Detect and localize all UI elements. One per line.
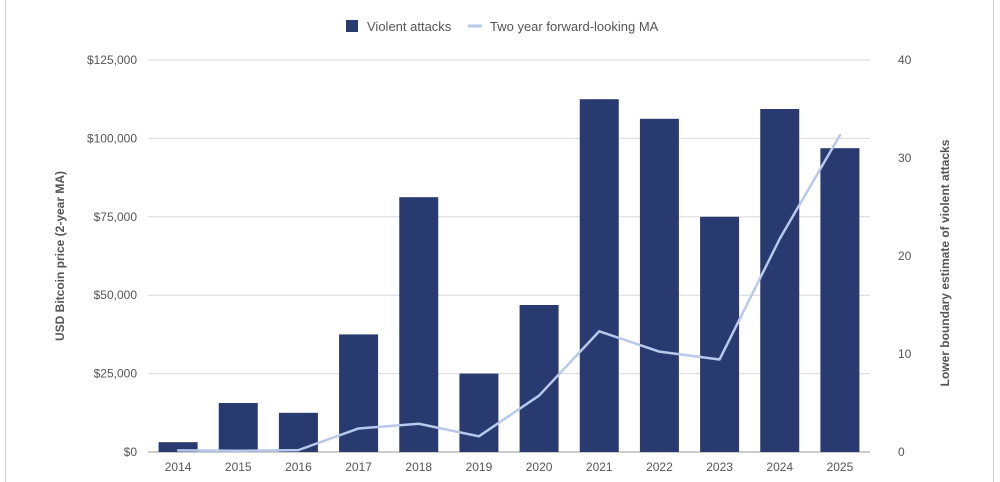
- bar-2014: [158, 442, 198, 452]
- frame-left-edge: [5, 0, 6, 482]
- line-series: [176, 134, 842, 452]
- bar-2021: [579, 99, 619, 452]
- legend-label-ma: Two year forward-looking MA: [490, 19, 659, 34]
- left-tick-0: $0: [124, 445, 138, 459]
- x-tick-2020: 2020: [526, 460, 553, 474]
- gridlines: [148, 59, 870, 453]
- x-tick-2019: 2019: [466, 460, 493, 474]
- left-axis-title: USD Bitcoin price (2-year MA): [53, 171, 67, 341]
- right-axis-title: Lower boundary estimate of violent attac…: [938, 139, 952, 386]
- frame-right-edge: [993, 0, 994, 482]
- x-tick-2021: 2021: [586, 460, 613, 474]
- x-tick-2016: 2016: [285, 460, 312, 474]
- x-tick-2025: 2025: [827, 460, 854, 474]
- right-tick-10: 10: [898, 347, 912, 361]
- x-tick-2024: 2024: [766, 460, 793, 474]
- bar-2022: [639, 118, 679, 453]
- right-tick-0: 0: [898, 445, 905, 459]
- bar-series: [158, 99, 860, 453]
- x-tick-2014: 2014: [165, 460, 192, 474]
- bar-2019: [459, 373, 499, 452]
- legend-swatch-violent-attacks: [346, 20, 358, 32]
- left-tick-50-000: $50,000: [94, 288, 138, 302]
- left-tick-25-000: $25,000: [94, 367, 138, 381]
- ma-line: [176, 134, 842, 452]
- x-axis-ticks: 2014 2015 2016 2017 2018 2019 2020 2021 2022 2023…: [165, 460, 854, 474]
- legend-label-violent-attacks: Violent attacks: [367, 19, 452, 34]
- bar-2020: [519, 305, 559, 452]
- bar-2018: [399, 197, 439, 452]
- right-axis-ticks: 0 10 20 30 40: [898, 53, 912, 459]
- right-tick-20: 20: [898, 249, 912, 263]
- left-tick-100-000: $100,000: [87, 131, 137, 145]
- bar-2015: [218, 403, 258, 452]
- x-tick-2015: 2015: [225, 460, 252, 474]
- x-tick-2017: 2017: [345, 460, 372, 474]
- left-tick-75-000: $75,000: [94, 210, 138, 224]
- legend: Violent attacks Two year forward-looking…: [346, 19, 659, 34]
- bar-2025: [820, 148, 860, 452]
- right-tick-30: 30: [898, 151, 912, 165]
- bar-2024: [760, 109, 800, 452]
- x-tick-2023: 2023: [706, 460, 733, 474]
- x-tick-2018: 2018: [405, 460, 432, 474]
- left-axis-ticks: $0 $25,000 $50,000 $75,000 $100,000 $125,000: [87, 53, 137, 459]
- right-tick-40: 40: [898, 53, 912, 67]
- x-tick-2022: 2022: [646, 460, 673, 474]
- left-tick-125-000: $125,000: [87, 53, 137, 67]
